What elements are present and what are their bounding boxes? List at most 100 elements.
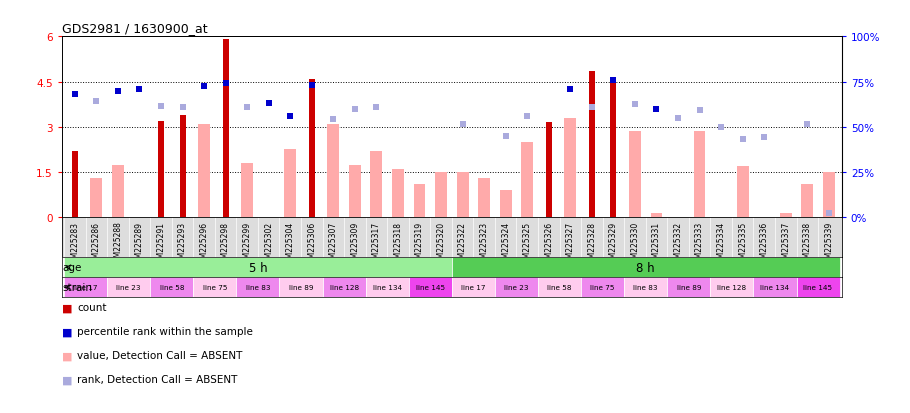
Text: GSM225331: GSM225331: [652, 221, 661, 267]
Text: line 83: line 83: [633, 285, 658, 290]
Bar: [392, 170, 404, 218]
Text: GSM225283: GSM225283: [70, 221, 79, 267]
Bar: [500, 191, 511, 218]
Bar: [737, 167, 749, 218]
Text: GSM225336: GSM225336: [760, 221, 769, 267]
Text: ■: ■: [62, 303, 73, 313]
Text: line 17: line 17: [461, 285, 486, 290]
Bar: [823, 173, 834, 218]
Text: GSM225325: GSM225325: [522, 221, 531, 267]
Text: line 89: line 89: [288, 285, 313, 290]
Text: GSM225337: GSM225337: [782, 221, 790, 267]
Bar: [753, 278, 796, 297]
Bar: [349, 165, 360, 218]
Bar: [241, 164, 253, 218]
Text: line 145: line 145: [416, 285, 445, 290]
Text: 8 h: 8 h: [636, 261, 655, 274]
Text: line 134: line 134: [372, 285, 401, 290]
Bar: [693, 132, 705, 218]
Bar: [413, 185, 425, 218]
Text: line 58: line 58: [547, 285, 571, 290]
Text: line 128: line 128: [717, 285, 746, 290]
Text: GSM225296: GSM225296: [199, 221, 208, 267]
Bar: [435, 173, 447, 218]
Text: GSM225288: GSM225288: [114, 221, 122, 267]
Bar: [107, 278, 150, 297]
Text: age: age: [62, 263, 82, 273]
Bar: [495, 278, 538, 297]
Text: GSM225319: GSM225319: [415, 221, 424, 267]
Text: line 23: line 23: [116, 285, 141, 290]
Text: count: count: [77, 303, 106, 313]
Text: ■: ■: [62, 327, 73, 337]
Bar: [193, 278, 237, 297]
Text: GSM225324: GSM225324: [501, 221, 511, 267]
Text: line 75: line 75: [203, 285, 228, 290]
Bar: [451, 278, 495, 297]
Text: line 128: line 128: [329, 285, 359, 290]
Text: GSM225320: GSM225320: [437, 221, 446, 267]
Text: GSM225318: GSM225318: [393, 221, 402, 267]
Text: line 75: line 75: [591, 285, 615, 290]
Text: GSM225289: GSM225289: [135, 221, 144, 267]
Bar: [538, 278, 581, 297]
Text: line 145: line 145: [804, 285, 833, 290]
Text: line 83: line 83: [246, 285, 270, 290]
Text: percentile rank within the sample: percentile rank within the sample: [77, 327, 253, 337]
Bar: [546, 123, 551, 218]
Bar: [611, 81, 616, 218]
Text: GSM225291: GSM225291: [157, 221, 166, 267]
Bar: [112, 165, 124, 218]
Bar: [322, 278, 366, 297]
Text: GSM225309: GSM225309: [350, 221, 359, 267]
Bar: [629, 132, 641, 218]
Bar: [624, 278, 667, 297]
Text: rank, Detection Call = ABSENT: rank, Detection Call = ABSENT: [77, 375, 238, 385]
Text: GSM225328: GSM225328: [587, 221, 596, 267]
Bar: [223, 40, 228, 218]
Bar: [589, 72, 595, 218]
Text: GSM225326: GSM225326: [544, 221, 553, 267]
Text: GSM225338: GSM225338: [803, 221, 812, 267]
Text: GSM225323: GSM225323: [480, 221, 489, 267]
Text: GSM225339: GSM225339: [824, 221, 834, 267]
Text: GSM225307: GSM225307: [329, 221, 338, 267]
Text: ■: ■: [62, 375, 73, 385]
Bar: [521, 142, 533, 218]
Bar: [64, 278, 107, 297]
Bar: [64, 258, 451, 278]
Bar: [90, 179, 102, 218]
Text: GSM225332: GSM225332: [673, 221, 682, 267]
Bar: [308, 79, 315, 218]
Text: GSM225334: GSM225334: [716, 221, 725, 267]
Text: GSM225317: GSM225317: [372, 221, 381, 267]
Text: ■: ■: [62, 351, 73, 361]
Bar: [179, 116, 186, 218]
Bar: [237, 278, 279, 297]
Bar: [328, 124, 339, 218]
Text: GSM225322: GSM225322: [458, 221, 467, 267]
Text: GSM225329: GSM225329: [609, 221, 618, 267]
Text: line 89: line 89: [676, 285, 701, 290]
Bar: [564, 119, 576, 218]
Text: GSM225302: GSM225302: [264, 221, 273, 267]
Text: GSM225298: GSM225298: [221, 221, 230, 267]
Text: GSM225304: GSM225304: [286, 221, 295, 267]
Text: line 17: line 17: [74, 285, 98, 290]
Bar: [366, 278, 409, 297]
Text: GSM225293: GSM225293: [178, 221, 187, 267]
Bar: [72, 152, 78, 218]
Text: line 23: line 23: [504, 285, 529, 290]
Text: line 134: line 134: [761, 285, 790, 290]
Text: GSM225330: GSM225330: [631, 221, 640, 267]
Text: GSM225286: GSM225286: [92, 221, 101, 267]
Text: GSM225333: GSM225333: [695, 221, 704, 267]
Bar: [457, 173, 469, 218]
Text: line 58: line 58: [159, 285, 184, 290]
Bar: [780, 214, 792, 218]
Bar: [409, 278, 451, 297]
Bar: [158, 121, 164, 218]
Text: value, Detection Call = ABSENT: value, Detection Call = ABSENT: [77, 351, 243, 361]
Bar: [150, 278, 193, 297]
Bar: [802, 185, 814, 218]
